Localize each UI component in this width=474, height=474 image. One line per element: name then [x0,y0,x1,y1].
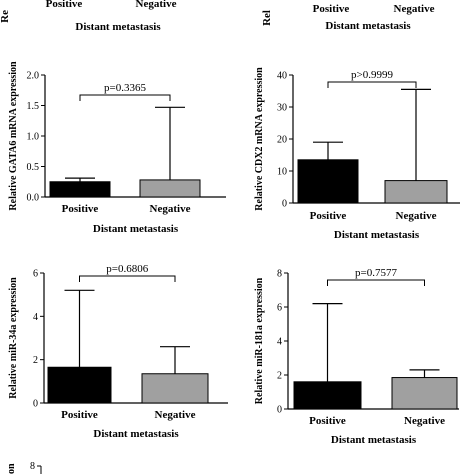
top-right-ylabel-fragment: Rel [261,10,273,26]
significance-bracket [327,279,425,286]
y-tick-label: 0 [33,399,38,410]
y-tick-label: 0.0 [27,193,40,204]
p-value-annotation: p>0.9999 [351,69,393,81]
top-left-ylabel-fragment: Re [0,10,11,23]
top-left-tick-negative: Negative [136,0,177,10]
bar-positive [49,181,111,198]
bottom-partial: on 8 [6,461,42,474]
top-right-xlabel: Distant metastasis [325,20,411,32]
y-tick-label: 8 [277,269,282,280]
y-tick-label: 4 [277,337,282,348]
bar-positive [297,159,359,204]
y-tick-label: 0 [277,405,282,416]
y-axis-label: Relative miR-181a expression [254,277,265,404]
top-right-tick-negative: Negative [394,3,435,15]
y-tick-label: 30 [277,103,287,114]
x-tick-label-negative: Negative [155,409,196,421]
bar-negative [384,180,448,204]
bar-negative [141,373,209,404]
bottom-ylabel-fragment: on [6,463,17,474]
y-axis-label: Relative GATA6 mRNA expression [8,61,19,211]
significance-bracket [327,81,417,88]
p-value-annotation: p=0.7577 [355,267,397,279]
x-tick-label-negative: Negative [396,210,437,222]
p-value-annotation: p=0.6806 [106,263,148,275]
x-tick-label-positive: Positive [62,203,99,215]
y-tick-label: 20 [277,135,287,146]
y-tick-label: 1.0 [27,132,40,143]
x-tick-label-positive: Positive [61,409,98,421]
chart-panel-3: 0 2 4 6 Positive Negative p=0.6806 Distant meta… [8,263,228,440]
y-tick-label: 0.5 [27,162,40,173]
charts-container: 0.0 0.5 1.0 1.5 2.0 Positive Negative p=0.3365 D… [8,61,460,446]
y-tick-label: 2 [33,355,38,366]
y-tick-label: 10 [277,167,287,178]
x-tick-label-negative: Negative [150,203,191,215]
x-axis-label: Distant metastasis [93,223,179,235]
y-axis-label: Relative CDX2 mRNA expression [254,67,265,211]
y-tick-label: 0 [282,199,287,210]
x-axis-label: Distant metastasis [331,434,417,446]
y-tick-label: 40 [277,71,287,82]
top-partial-left: Re Positive Negative Distant metastasis [0,0,177,33]
x-axis-label: Distant metastasis [334,229,420,241]
x-tick-label-positive: Positive [309,415,346,427]
y-tick-label: 6 [33,269,38,280]
bottom-ytick: 8 [30,461,35,472]
y-tick-label: 6 [277,303,282,314]
y-tick-label: 1.5 [27,101,40,112]
chart-panel-4: 0 2 4 6 8 Positive Negative p=0.7577 Distant met… [254,267,459,446]
chart-panel-2: 0 10 20 30 40 Positive Negative p>0.9999 Distant… [254,67,460,241]
y-tick-label: 4 [33,312,38,323]
y-axis-label: Relative miR-34a expression [8,277,19,399]
y-tick-label: 2 [277,371,282,382]
bar-positive [47,366,112,404]
y-tick-label: 2.0 [27,71,40,82]
top-right-tick-positive: Positive [313,3,350,15]
bar-negative [391,377,458,410]
x-tick-label-positive: Positive [310,210,347,222]
p-value-annotation: p=0.3365 [104,82,146,94]
significance-bracket [79,275,176,282]
significance-bracket [79,94,171,101]
bar-negative [139,179,201,198]
bar-positive [293,381,362,410]
top-left-xlabel: Distant metastasis [75,21,161,33]
chart-panel-1: 0.0 0.5 1.0 1.5 2.0 Positive Negative p=0.3365 D… [8,61,226,235]
top-left-tick-positive: Positive [46,0,83,10]
top-partial-right: Rel Positive Negative Distant metastasis [261,3,435,32]
x-tick-label-negative: Negative [404,415,445,427]
x-axis-label: Distant metastasis [93,428,179,440]
